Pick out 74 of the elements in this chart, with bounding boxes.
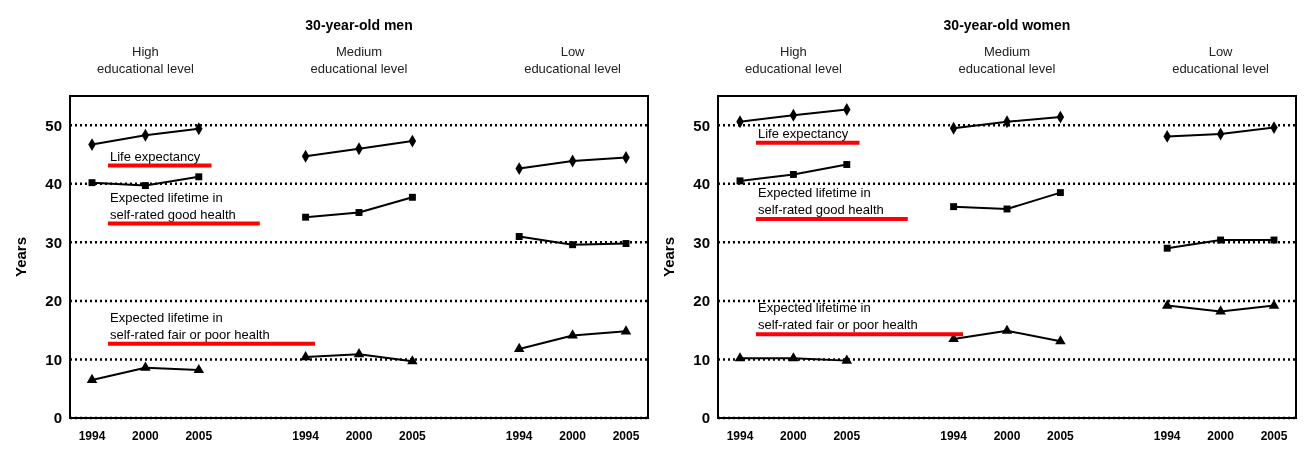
point <box>1163 244 1171 252</box>
point <box>1215 305 1226 315</box>
point <box>789 170 797 178</box>
point <box>408 193 416 201</box>
x-tick-label: 2005 <box>399 429 427 443</box>
point <box>788 352 799 362</box>
x-tick-label: 1994 <box>78 429 106 443</box>
x-tick-label: 2005 <box>185 429 213 443</box>
x-tick-label: 2000 <box>132 429 160 443</box>
text: High educational level <box>96 44 194 76</box>
x-tick-label: 1994 <box>505 429 533 443</box>
point <box>515 233 523 240</box>
point <box>140 361 151 371</box>
point <box>843 161 851 168</box>
x-tick-label: 1994 <box>1153 429 1181 443</box>
x-tick-label: 2000 <box>345 429 373 443</box>
x-tick-label: 1994 <box>940 429 968 443</box>
point <box>353 348 365 358</box>
text: Expected lifetime in self-rated fair or poor health <box>110 309 270 342</box>
point <box>1268 299 1280 309</box>
text: High educational level <box>744 44 842 76</box>
x-tick-label: 2000 <box>780 429 808 443</box>
point <box>407 355 418 365</box>
text: Medium educational level <box>958 44 1056 76</box>
x-tick-label: 2000 <box>993 429 1021 443</box>
x-tick-label: 2005 <box>833 429 861 443</box>
point <box>193 363 205 374</box>
point <box>1055 335 1066 345</box>
x-tick-label: 2000 <box>1207 429 1235 443</box>
y-tick-label: 20 <box>693 292 710 310</box>
point <box>141 182 149 190</box>
point <box>300 351 311 361</box>
chart-title: 30-year-old women <box>943 17 1071 33</box>
y-tick-label: 30 <box>45 233 62 251</box>
point <box>734 352 746 362</box>
point <box>950 203 958 211</box>
y-axis-title: Years <box>660 236 677 278</box>
point <box>195 173 203 181</box>
y-tick-label: 50 <box>45 116 62 134</box>
y-tick-label: 0 <box>53 409 62 427</box>
y-tick-label: 10 <box>693 350 710 368</box>
point <box>1161 299 1173 309</box>
point <box>841 354 853 364</box>
y-tick-label: 50 <box>693 116 710 134</box>
point <box>569 241 577 249</box>
y-tick-label: 0 <box>701 409 710 427</box>
series-label: Life expectancy <box>758 125 849 141</box>
point <box>1001 324 1013 334</box>
y-tick-label: 10 <box>45 350 62 368</box>
x-tick-label: 1994 <box>292 429 320 443</box>
series-label: Life expectancy <box>110 148 201 164</box>
point <box>620 325 632 335</box>
point <box>513 342 525 352</box>
y-tick-label: 30 <box>693 233 710 251</box>
y-axis-title: Years <box>12 236 29 278</box>
y-tick-label: 20 <box>45 292 62 310</box>
x-tick-label: 1994 <box>726 429 754 443</box>
series-label: Expected lifetime in self-rated fair or poor health <box>758 300 918 333</box>
text: Medium educational level <box>310 44 408 76</box>
y-tick-label: 40 <box>693 175 710 193</box>
x-tick-label: 2000 <box>559 429 587 443</box>
y-tick-label: 40 <box>45 175 62 193</box>
chart-title: 30-year-old men <box>305 17 413 33</box>
series-label: Expected lifetime in self-rated good health <box>110 189 236 222</box>
x-tick-label: 2005 <box>612 429 640 443</box>
x-tick-label: 2005 <box>1260 429 1288 443</box>
point <box>302 213 310 221</box>
point <box>86 373 98 383</box>
point <box>567 329 578 339</box>
text: Low educational level <box>1172 44 1270 76</box>
point <box>1056 189 1064 197</box>
x-tick-label: 2005 <box>1047 429 1075 443</box>
series-label: Expected lifetime in self-rated good health <box>758 184 884 217</box>
text: Low educational level <box>524 44 622 76</box>
